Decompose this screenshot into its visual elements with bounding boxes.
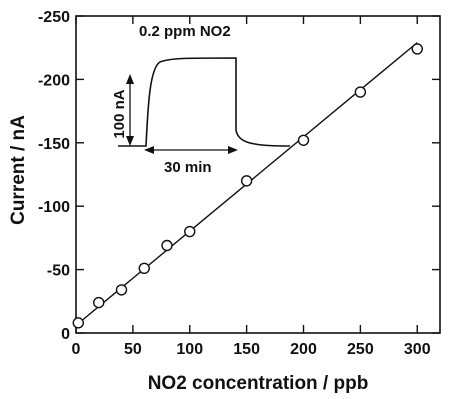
data-point xyxy=(72,317,84,329)
arrowhead-right xyxy=(228,146,238,154)
x-tick-label: 150 xyxy=(233,341,260,358)
inset-current-scale-label: 100 nA xyxy=(111,89,128,138)
y-tick-label: -150 xyxy=(38,136,70,153)
x-axis-ticks: 0 50 100 150 200 250 300 xyxy=(72,16,431,358)
y-tick-label: -100 xyxy=(38,199,70,216)
data-points xyxy=(72,43,423,329)
y-tick-label: 0 xyxy=(61,326,70,343)
arrowhead-down xyxy=(126,136,134,146)
x-tick-label: 300 xyxy=(404,341,431,358)
data-point xyxy=(240,175,253,187)
inset-title: 0.2 ppm NO2 xyxy=(139,23,231,40)
inset-response-curve: 0.2 ppm NO2 100 nA 30 min xyxy=(111,23,291,176)
x-axis-label: NO2 concentration / ppb xyxy=(148,373,369,394)
inset-response-trace xyxy=(118,57,291,147)
y-tick-label: -250 xyxy=(38,9,70,26)
x-tick-label: 250 xyxy=(347,341,374,358)
data-point xyxy=(184,225,196,238)
arrowhead-left xyxy=(144,146,154,154)
data-point xyxy=(115,284,128,296)
x-tick-label: 100 xyxy=(176,341,203,358)
y-axis-label: Current / nA xyxy=(8,115,29,225)
inset-time-scale-label: 30 min xyxy=(164,159,212,176)
y-tick-label: -50 xyxy=(47,263,70,280)
data-point xyxy=(354,86,367,98)
data-point xyxy=(161,239,173,252)
data-point xyxy=(297,134,310,146)
data-point xyxy=(411,43,423,55)
x-tick-label: 200 xyxy=(290,341,317,358)
data-point xyxy=(93,296,105,309)
plot-frame xyxy=(75,15,441,334)
data-point xyxy=(138,262,150,275)
x-tick-label: 0 xyxy=(72,341,81,358)
y-tick-label: -200 xyxy=(38,72,70,89)
arrowhead-up xyxy=(126,74,134,84)
y-axis-ticks: 0 -50 -100 -150 -200 -250 xyxy=(38,9,440,343)
x-tick-label: 50 xyxy=(124,341,142,358)
